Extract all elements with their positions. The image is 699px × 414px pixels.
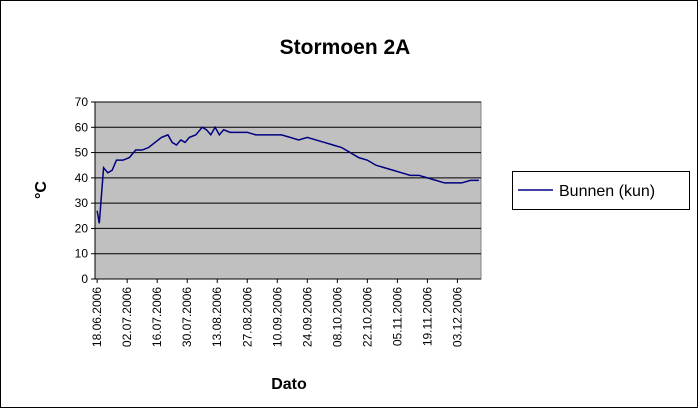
data-line	[96, 125, 479, 224]
x-tick-label: 08.10.2006	[330, 287, 344, 347]
x-tick-label: 19.11.2006	[420, 287, 434, 346]
plot-area	[94, 101, 482, 280]
chart-title: Stormoen 2A	[280, 36, 411, 59]
y-tick-label: 20	[75, 221, 89, 235]
y-tick-label: 40	[75, 171, 89, 185]
x-tick-label: 05.11.2006	[390, 287, 404, 346]
x-tick-label: 02.07.2006	[120, 287, 134, 347]
y-tick-label: 0	[81, 272, 88, 286]
x-tick-label: 03.12.2006	[450, 287, 464, 347]
y-tick-label: 30	[75, 196, 89, 210]
legend-label: Bunnen (kun)	[559, 183, 655, 200]
y-tick-label: 60	[75, 120, 89, 134]
x-tick-label: 30.07.2006	[180, 287, 194, 347]
x-tick-label: 10.09.2006	[270, 287, 284, 347]
x-tick-label: 13.08.2006	[210, 287, 224, 347]
x-axis-label: Dato	[271, 376, 307, 393]
y-tick-label: 70	[75, 95, 89, 109]
x-tick-label: 22.10.2006	[360, 287, 374, 347]
y-tick-label: 10	[75, 247, 89, 261]
x-tick-label: 16.07.2006	[150, 287, 164, 347]
x-tick-label: 27.08.2006	[240, 287, 254, 347]
x-tick-label: 24.09.2006	[300, 287, 314, 347]
y-tick-label: 50	[75, 146, 89, 160]
x-tick-label: 18.06.2006	[90, 287, 104, 347]
y-axis-label: °C	[33, 181, 50, 199]
